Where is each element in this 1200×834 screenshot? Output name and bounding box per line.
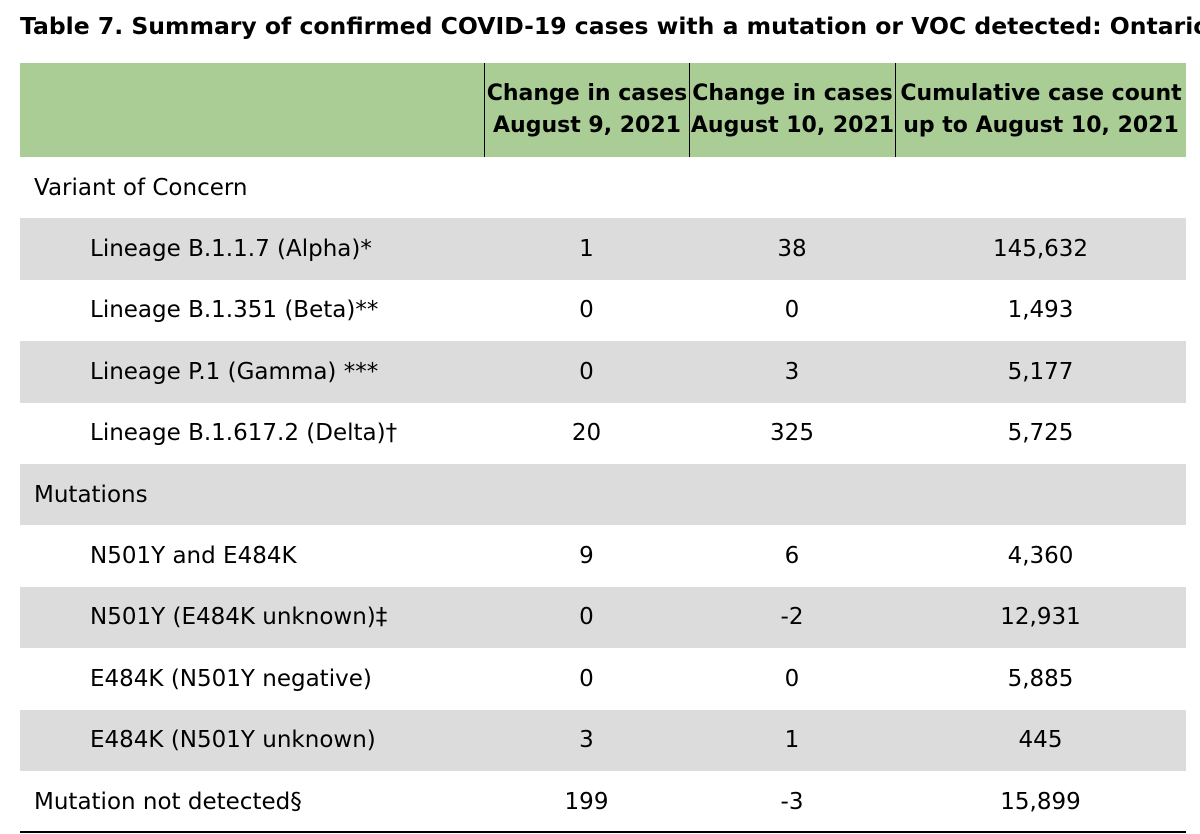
cell-cumulative: 12,931 bbox=[1000, 604, 1081, 631]
header-change-aug9: Change in cases August 9, 2021 bbox=[484, 63, 689, 157]
cell-aug10: 325 bbox=[770, 420, 814, 447]
table-row: Lineage B.1.351 (Beta)** 0 0 1,493 bbox=[20, 280, 1186, 341]
cell-aug9 bbox=[484, 157, 689, 218]
table-row: Lineage B.1.617.2 (Delta)† 20 325 5,725 bbox=[20, 403, 1186, 464]
cell-aug10: 1 bbox=[784, 727, 800, 754]
table-row: N501Y (E484K unknown)‡ 0 -2 12,931 bbox=[20, 586, 1186, 649]
section-row-mutations: Mutations bbox=[20, 463, 1186, 526]
table-title: Table 7. Summary of confirmed COVID-19 c… bbox=[20, 12, 1200, 40]
row-label: N501Y and E484K bbox=[90, 543, 297, 570]
cell-aug9 bbox=[484, 464, 689, 525]
header-blank-cell bbox=[20, 63, 484, 157]
table-row: Mutation not detected§ 199 -3 15,899 bbox=[20, 771, 1186, 832]
row-label: Lineage B.1.617.2 (Delta)† bbox=[90, 420, 398, 447]
cell-aug10: 6 bbox=[784, 543, 800, 570]
row-label: Lineage B.1.1.7 (Alpha)* bbox=[90, 236, 372, 263]
table-header-row: Change in cases August 9, 2021 Change in… bbox=[20, 63, 1186, 157]
cell-aug9: 9 bbox=[579, 543, 594, 570]
cell-aug9: 20 bbox=[571, 420, 602, 447]
table-row: E484K (N501Y unknown) 3 1 445 bbox=[20, 709, 1186, 771]
cell-aug9: 0 bbox=[579, 358, 594, 385]
row-label: E484K (N501Y unknown) bbox=[90, 727, 376, 754]
cell-aug10: 38 bbox=[777, 236, 807, 263]
header-cumulative: Cumulative case count up to August 10, 2… bbox=[895, 63, 1186, 157]
cell-cumulative: 5,725 bbox=[1007, 420, 1074, 447]
section-row-variant-of-concern: Variant of Concern bbox=[20, 157, 1186, 218]
cell-cumulative: 5,177 bbox=[1007, 358, 1074, 385]
table-bottom-rule bbox=[20, 831, 1186, 833]
cell-aug10 bbox=[689, 464, 895, 525]
variant-summary-table: Change in cases August 9, 2021 Change in… bbox=[20, 63, 1186, 832]
cell-aug9: 0 bbox=[579, 665, 594, 692]
cell-cumulative: 145,632 bbox=[992, 236, 1089, 263]
cell-aug10: -2 bbox=[780, 604, 804, 631]
cell-cumulative: 445 bbox=[1018, 727, 1063, 754]
row-label: Mutation not detected§ bbox=[34, 788, 302, 815]
cell-aug9: 3 bbox=[579, 727, 594, 754]
row-label: Variant of Concern bbox=[34, 174, 248, 201]
cell-aug9: 1 bbox=[579, 236, 594, 263]
cell-cumulative bbox=[895, 464, 1186, 525]
row-label: Mutations bbox=[34, 481, 148, 508]
cell-cumulative: 5,885 bbox=[1007, 665, 1074, 692]
header-change-aug10: Change in cases August 10, 2021 bbox=[689, 63, 895, 157]
cell-aug9: 0 bbox=[579, 297, 594, 324]
cell-aug10 bbox=[689, 157, 895, 218]
cell-aug9: 0 bbox=[579, 604, 594, 631]
cell-aug10: -3 bbox=[780, 788, 804, 815]
table-row: Lineage B.1.1.7 (Alpha)* 1 38 145,632 bbox=[20, 218, 1186, 280]
cell-aug10: 3 bbox=[784, 358, 800, 385]
table-row: Lineage P.1 (Gamma) *** 0 3 5,177 bbox=[20, 341, 1186, 403]
cell-cumulative: 15,899 bbox=[1000, 788, 1081, 815]
cell-cumulative bbox=[895, 157, 1186, 218]
cell-cumulative: 4,360 bbox=[1007, 543, 1074, 570]
row-label: N501Y (E484K unknown)‡ bbox=[90, 604, 388, 631]
cell-aug10: 0 bbox=[784, 297, 800, 324]
cell-aug10: 0 bbox=[784, 665, 800, 692]
row-label: Lineage B.1.351 (Beta)** bbox=[90, 297, 379, 324]
cell-cumulative: 1,493 bbox=[1007, 297, 1074, 324]
row-label: Lineage P.1 (Gamma) *** bbox=[90, 358, 379, 385]
cell-aug9: 199 bbox=[564, 788, 609, 815]
table-row: E484K (N501Y negative) 0 0 5,885 bbox=[20, 648, 1186, 709]
table-row: N501Y and E484K 9 6 4,360 bbox=[20, 525, 1186, 586]
row-label: E484K (N501Y negative) bbox=[90, 665, 372, 692]
